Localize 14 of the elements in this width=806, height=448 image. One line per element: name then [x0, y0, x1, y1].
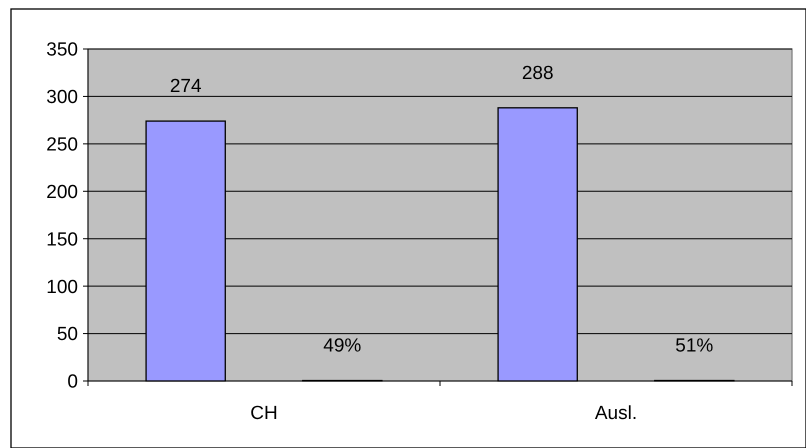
- x-tick-label: Ausl.: [594, 403, 638, 424]
- y-tick-label: 200: [46, 182, 78, 203]
- y-tick-label: 350: [46, 40, 78, 61]
- data-label: 288: [522, 62, 554, 84]
- data-label: 49%: [323, 336, 362, 357]
- y-tick-label: 0: [67, 372, 78, 393]
- y-tick-label: 100: [46, 276, 78, 298]
- y-tick-label: 150: [46, 229, 78, 250]
- data-label: 51%: [675, 336, 714, 357]
- data-label: 274: [170, 76, 202, 98]
- y-tick-label: 250: [46, 134, 78, 156]
- y-tick-label: 300: [46, 87, 78, 108]
- x-tick-label: CH: [250, 403, 278, 424]
- y-tick-label: 50: [56, 324, 78, 346]
